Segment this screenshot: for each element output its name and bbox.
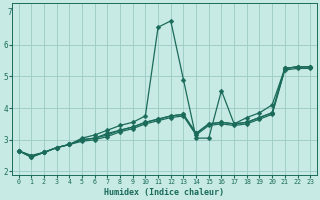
X-axis label: Humidex (Indice chaleur): Humidex (Indice chaleur) (104, 188, 224, 197)
Text: 7: 7 (8, 8, 12, 17)
